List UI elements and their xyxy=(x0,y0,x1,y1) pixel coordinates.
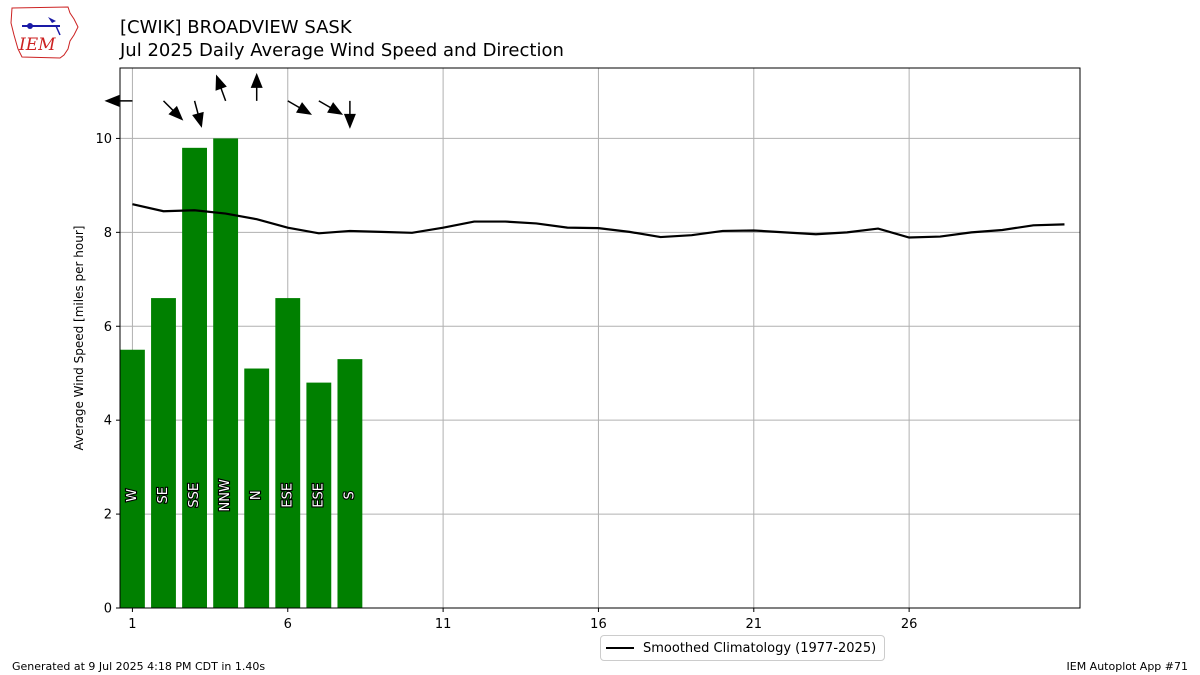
legend-label: Smoothed Climatology (1977-2025) xyxy=(643,640,877,656)
iem-logo: IEM xyxy=(10,6,79,59)
wind-direction-arrow xyxy=(104,94,133,107)
direction-label: NNW xyxy=(218,479,233,511)
direction-label: ESE xyxy=(280,483,295,508)
wind-speed-bar xyxy=(213,138,239,608)
app-credit: IEM Autoplot App #71 xyxy=(1066,660,1189,673)
wind-direction-arrow xyxy=(215,74,227,102)
climatology-series xyxy=(132,203,1065,239)
wind-speed-bar xyxy=(275,298,301,608)
y-tick-label: 2 xyxy=(104,508,112,523)
chart-subtitle: Jul 2025 Daily Average Wind Speed and Di… xyxy=(120,40,564,61)
arrow-head xyxy=(250,72,263,88)
wind-direction-arrow xyxy=(343,100,356,129)
wind-speed-bars xyxy=(120,138,363,608)
x-tick-label: 1 xyxy=(128,617,136,632)
wind-speed-bar xyxy=(337,359,363,608)
x-tick-label: 21 xyxy=(746,617,763,632)
x-tick-label: 6 xyxy=(284,617,292,632)
y-tick-label: 6 xyxy=(104,320,112,335)
arrow-head xyxy=(168,105,184,121)
y-tick-label: 4 xyxy=(104,414,112,429)
wind-direction-arrow xyxy=(250,72,263,101)
arrow-head xyxy=(296,102,313,115)
y-tick-label: 8 xyxy=(104,226,112,241)
wind-direction-arrow xyxy=(318,100,344,115)
y-tick-label: 0 xyxy=(104,602,112,617)
wind-direction-arrows xyxy=(104,72,356,129)
arrow-head xyxy=(215,74,227,91)
direction-label: W xyxy=(125,489,140,502)
wind-direction-arrow xyxy=(192,100,204,128)
x-tick-label: 11 xyxy=(435,617,452,632)
arrow-head xyxy=(192,111,204,128)
x-tick-label: 16 xyxy=(590,617,607,632)
climatology-line xyxy=(132,203,1065,239)
direction-labels: W SE SSE NNW N ESE ESE S xyxy=(124,478,359,513)
logo-text: IEM xyxy=(18,35,56,55)
wind-direction-arrow xyxy=(287,100,313,115)
direction-label: N xyxy=(249,490,264,500)
wind-speed-bar xyxy=(151,298,176,608)
direction-label: S xyxy=(342,491,357,499)
direction-label: ESE xyxy=(311,483,326,508)
y-tick-label: 10 xyxy=(95,132,112,147)
arrow-head xyxy=(343,113,356,129)
direction-label: SSE xyxy=(187,483,202,508)
direction-label: SE xyxy=(156,487,171,503)
arrow-head xyxy=(327,102,344,115)
wind-speed-bar xyxy=(244,368,270,608)
y-axis-label: Average Wind Speed [miles per hour] xyxy=(72,226,86,451)
legend-swatch-climatology xyxy=(606,647,634,649)
wind-speed-bar xyxy=(306,382,332,608)
x-tick-label: 26 xyxy=(901,617,918,632)
arrow-head xyxy=(104,94,120,107)
wind-speed-bar xyxy=(120,349,145,608)
iowa-outline-icon xyxy=(10,6,79,59)
wind-direction-arrow xyxy=(162,100,184,121)
plot-frame xyxy=(119,67,1081,609)
generated-timestamp: Generated at 9 Jul 2025 4:18 PM CDT in 1… xyxy=(12,660,266,673)
wind-speed-bar xyxy=(182,147,207,608)
chart-title: [CWIK] BROADVIEW SASK xyxy=(120,17,352,38)
legend: Smoothed Climatology (1977-2025) xyxy=(600,635,886,661)
